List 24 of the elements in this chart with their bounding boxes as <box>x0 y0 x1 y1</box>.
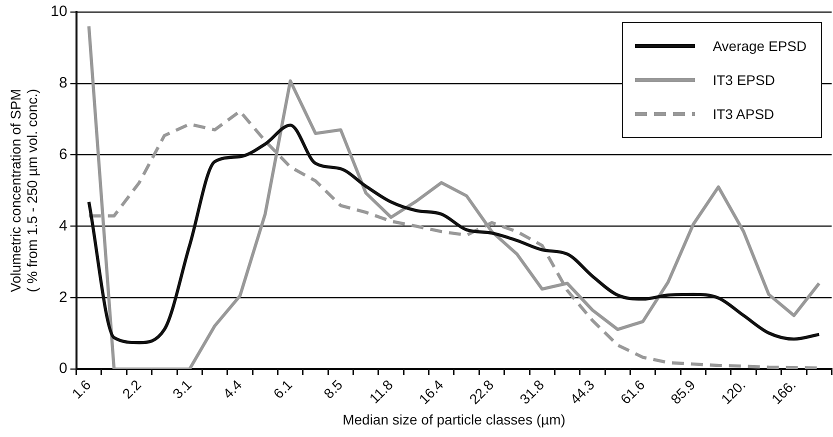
legend-label: IT3 APSD <box>712 106 774 122</box>
x-tick-label: 8.5 <box>320 376 346 402</box>
x-tick-label: 1.6 <box>68 376 94 402</box>
y-axis-title: Volumetric concentration of SPM ( % from 1.5 - 250 µm vol. conc.) <box>7 88 40 292</box>
legend-label: Average EPSD <box>712 38 807 54</box>
x-tick-label: 2.2 <box>119 376 144 402</box>
x-tick-label: 4.4 <box>220 376 245 402</box>
x-tick-label: 166. <box>768 376 799 408</box>
x-tick-label: 6.1 <box>270 376 296 402</box>
y-tick-label: 6 <box>58 146 68 163</box>
x-tick-label: 85.9 <box>667 376 698 408</box>
y-tick-label: 4 <box>58 217 68 234</box>
legend-label: IT3 EPSD <box>712 72 775 88</box>
x-tick-label: 61.6 <box>617 376 648 408</box>
x-tick-label: 11.8 <box>366 376 396 406</box>
x-axis-title: Median size of particle classes (µm) <box>342 411 566 428</box>
y-tick-label: 10 <box>50 3 68 20</box>
x-tick-label: 3.1 <box>169 376 195 402</box>
x-tick-label: 31.8 <box>516 376 548 408</box>
y-tick-label: 2 <box>58 288 68 306</box>
y-tick-label: 8 <box>58 74 68 92</box>
x-tick-label: 44.3 <box>566 376 598 408</box>
y-tick-label: 0 <box>58 360 68 378</box>
x-tick-label: 120. <box>718 376 748 408</box>
